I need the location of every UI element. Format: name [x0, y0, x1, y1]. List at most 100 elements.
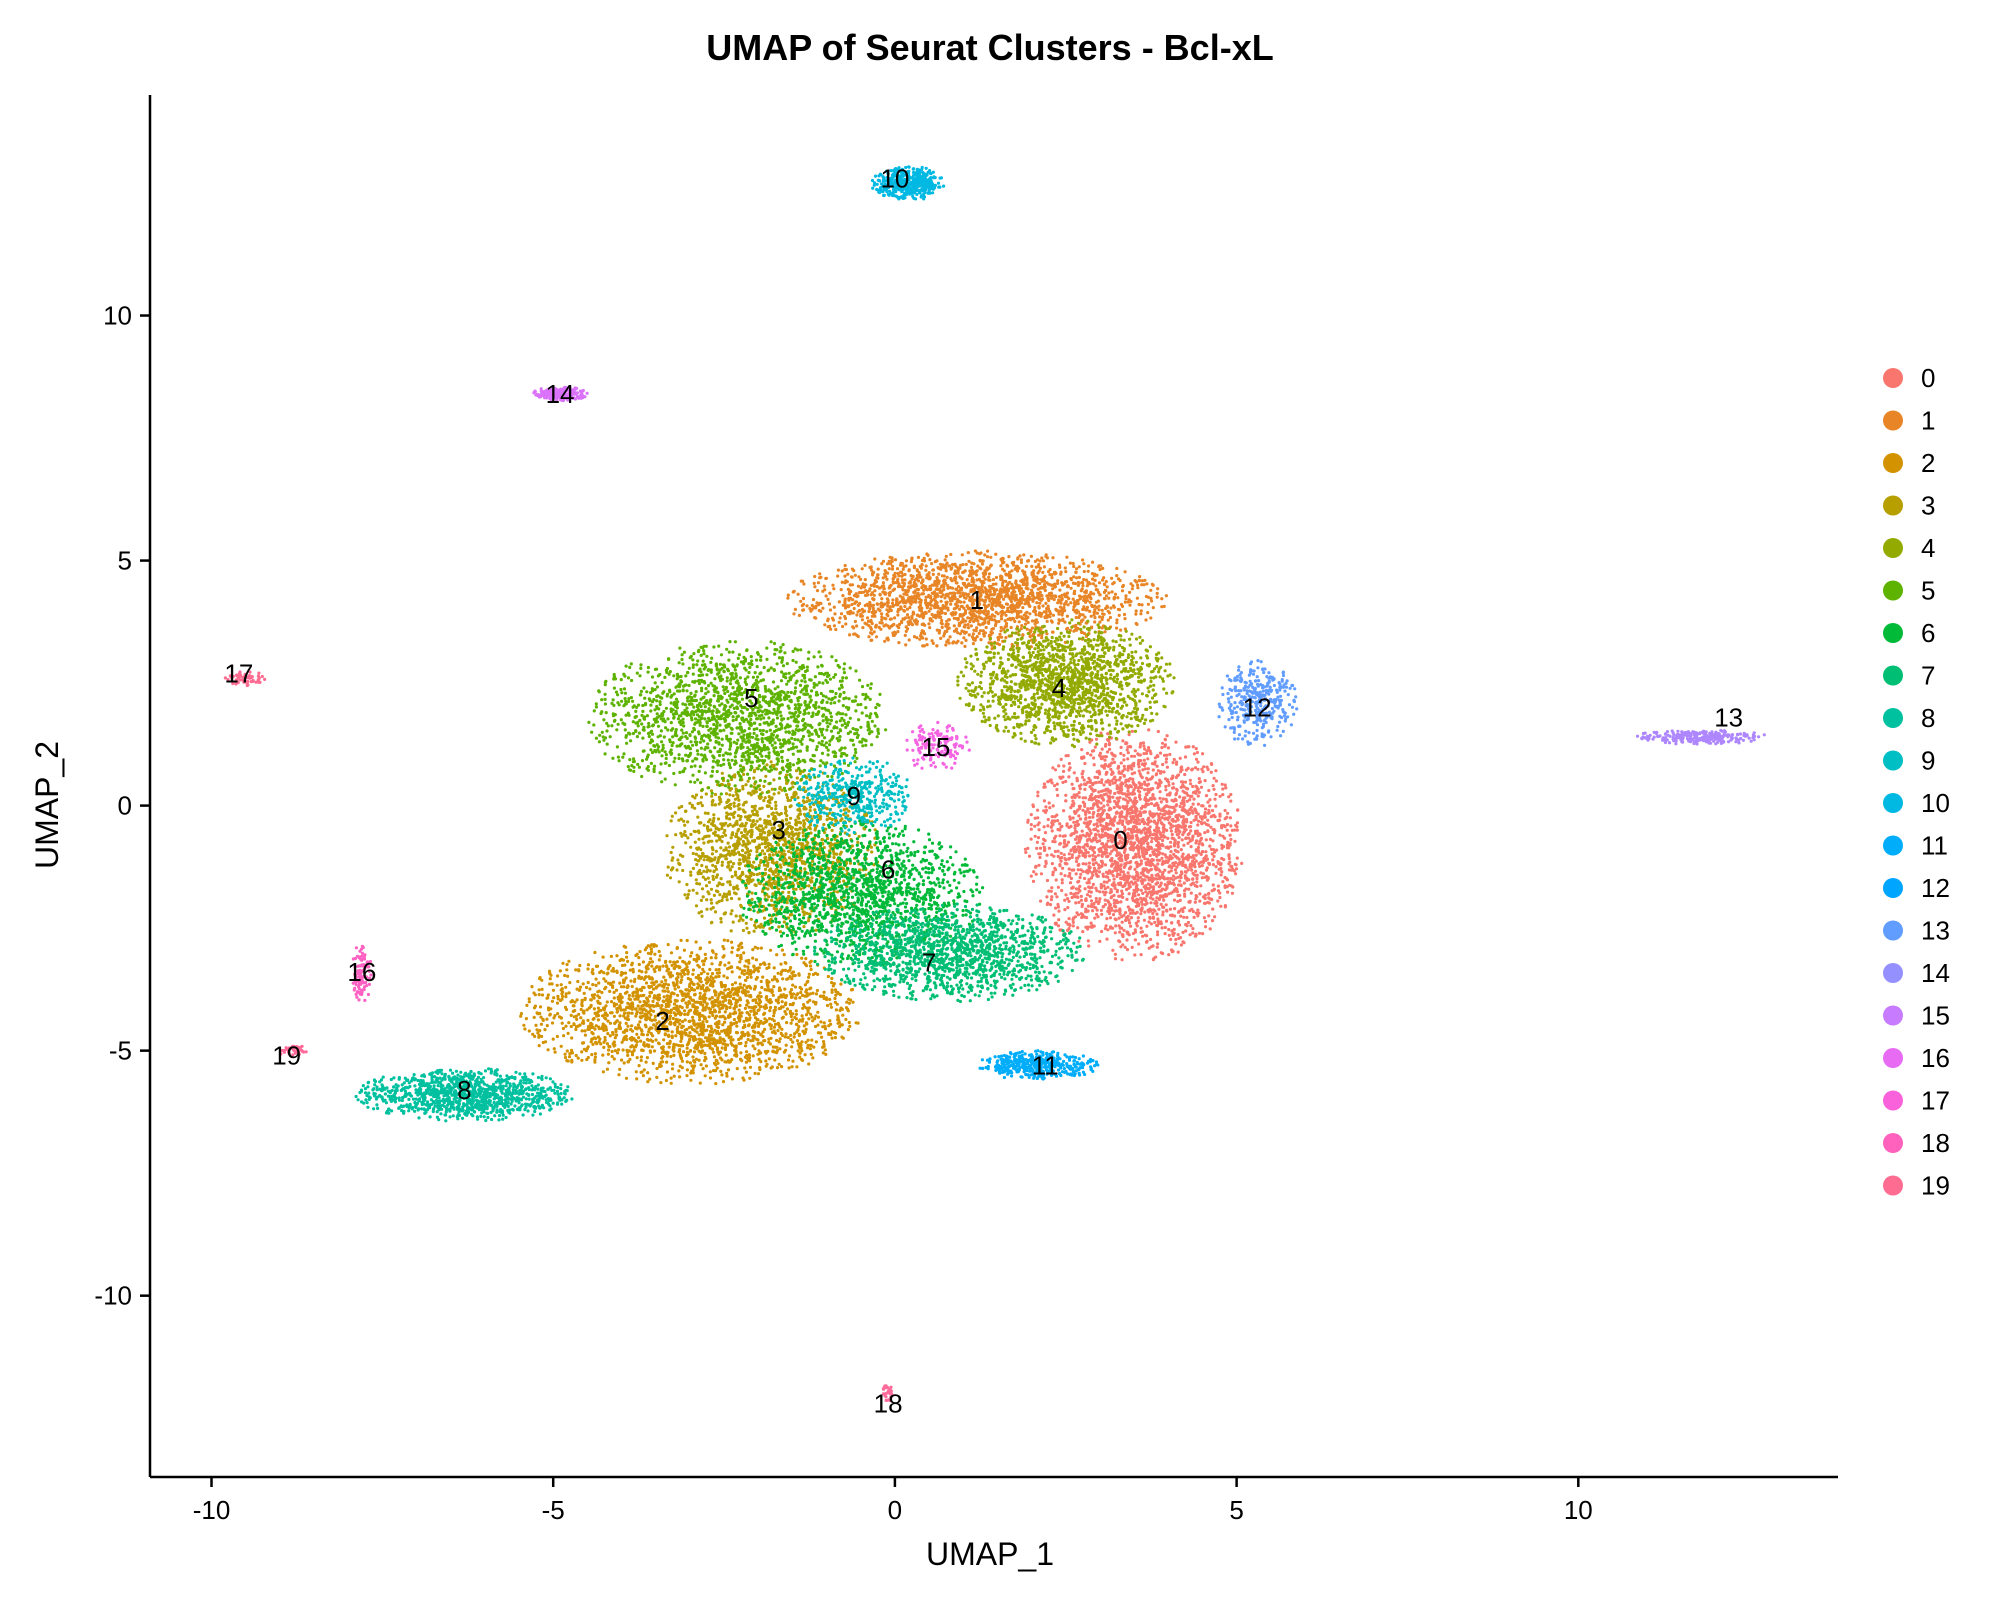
- data-point: [1104, 594, 1109, 598]
- data-point: [1012, 560, 1016, 564]
- data-point: [1148, 777, 1152, 781]
- data-point: [1110, 779, 1114, 783]
- data-point: [890, 564, 895, 568]
- data-point: [923, 632, 927, 636]
- data-point: [928, 618, 932, 622]
- data-point: [1191, 871, 1195, 875]
- data-point: [1075, 567, 1079, 571]
- data-point: [1176, 814, 1180, 818]
- data-point: [1108, 845, 1112, 849]
- data-point: [1094, 781, 1098, 785]
- data-point: [939, 599, 943, 603]
- data-point: [939, 636, 943, 641]
- data-point: [928, 596, 933, 600]
- data-point: [1219, 873, 1223, 877]
- data-point: [1091, 781, 1095, 786]
- data-point: [1090, 902, 1094, 906]
- data-point: [1169, 840, 1173, 844]
- data-point: [1060, 878, 1064, 882]
- data-point: [1132, 754, 1137, 758]
- data-point: [1155, 595, 1159, 599]
- data-point: [1159, 881, 1163, 885]
- data-point: [1100, 929, 1104, 934]
- data-point: [896, 584, 901, 589]
- data-point: [935, 576, 939, 580]
- data-point: [1219, 904, 1223, 908]
- data-point: [961, 620, 965, 624]
- data-point: [1164, 757, 1169, 761]
- data-point: [1201, 815, 1205, 819]
- data-point: [1194, 911, 1198, 915]
- data-point: [1183, 755, 1188, 759]
- data-point: [1198, 815, 1202, 819]
- data-point: [1162, 825, 1166, 829]
- data-point: [897, 641, 901, 645]
- data-point: [1162, 604, 1166, 609]
- data-point: [1051, 630, 1055, 634]
- data-point: [1084, 817, 1088, 821]
- data-point: [846, 605, 850, 609]
- data-point: [1122, 913, 1126, 917]
- data-point: [1196, 802, 1200, 806]
- data-point: [724, 1053, 728, 1057]
- data-point: [1037, 597, 1041, 601]
- data-point: [870, 610, 874, 615]
- data-point: [1048, 615, 1052, 619]
- data-point: [1197, 790, 1201, 795]
- data-point: [1168, 811, 1172, 815]
- data-point: [1104, 924, 1108, 928]
- data-point: [1086, 939, 1090, 943]
- data-point: [1082, 756, 1086, 760]
- data-point: [1149, 588, 1153, 592]
- data-point: [1189, 782, 1193, 786]
- data-point: [1026, 818, 1030, 822]
- data-point: [1029, 554, 1033, 559]
- data-point: [1179, 876, 1183, 880]
- data-point: [1186, 920, 1190, 925]
- data-point: [1101, 890, 1105, 894]
- data-point: [1079, 898, 1083, 902]
- data-point: [1069, 849, 1073, 853]
- data-point: [1181, 833, 1185, 837]
- data-point: [1140, 900, 1144, 904]
- data-point: [1214, 865, 1218, 869]
- data-point: [1049, 619, 1053, 623]
- data-point: [1133, 867, 1137, 872]
- data-point: [1121, 934, 1125, 939]
- data-point: [1134, 783, 1138, 788]
- data-point: [1208, 927, 1212, 931]
- data-point: [1099, 835, 1103, 839]
- data-point: [1144, 890, 1148, 894]
- data-point: [909, 560, 914, 564]
- data-point: [1169, 850, 1173, 854]
- data-point: [618, 1067, 622, 1071]
- data-point: [881, 559, 886, 563]
- data-point: [1161, 813, 1165, 817]
- data-point: [943, 596, 947, 600]
- data-point: [1129, 847, 1133, 852]
- data-point: [1042, 799, 1046, 803]
- data-point: [1165, 799, 1169, 804]
- data-point: [1080, 915, 1084, 920]
- data-point: [1162, 898, 1166, 902]
- data-point: [1085, 598, 1089, 603]
- data-point: [1064, 570, 1068, 574]
- data-point: [1189, 924, 1193, 928]
- data-point: [887, 567, 891, 571]
- data-point: [1044, 808, 1049, 813]
- data-point: [1057, 764, 1061, 768]
- data-point: [939, 615, 943, 620]
- data-point: [1134, 609, 1138, 613]
- data-point: [1131, 894, 1135, 898]
- data-point: [1157, 818, 1161, 822]
- data-point: [1142, 744, 1146, 748]
- data-point: [1156, 930, 1160, 934]
- data-point: [813, 574, 817, 579]
- data-point: [857, 575, 861, 579]
- data-point: [1148, 810, 1152, 814]
- data-point: [1122, 773, 1126, 778]
- data-point: [1093, 796, 1097, 800]
- data-point: [1093, 616, 1097, 620]
- data-point: [1043, 864, 1047, 869]
- data-point: [1110, 761, 1114, 765]
